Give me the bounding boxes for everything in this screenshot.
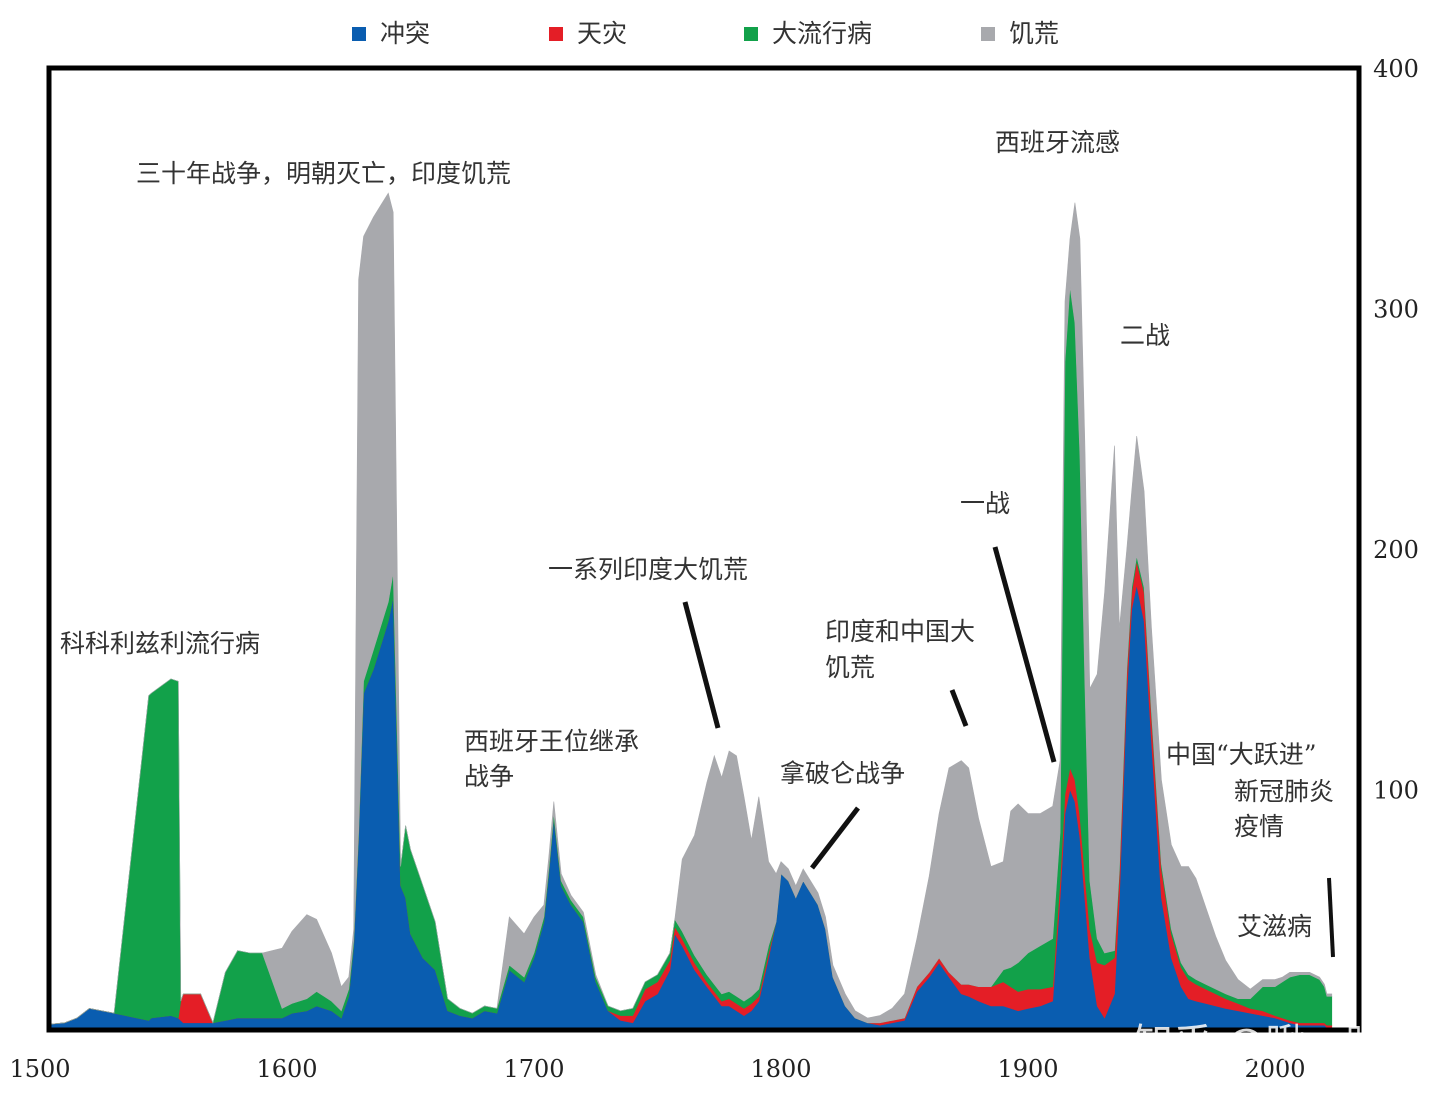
y-tick-label-1: 200: [1373, 536, 1419, 564]
y-tick-label-3: 400: [1373, 55, 1419, 83]
y-tick-label-2: 300: [1373, 296, 1419, 324]
annotation-great-leap-forward: 中国“大跃进”: [1166, 740, 1317, 769]
leader-line-indian-famines: [682, 601, 721, 729]
x-tick-label-1: 1600: [256, 1055, 317, 1083]
annotation-ww2: 二战: [1120, 321, 1170, 350]
plot-frame: [46, 65, 1362, 1033]
x-tick-label-0: 1500: [9, 1055, 70, 1083]
annotation-spanish-succession-line1: 西班牙王位继承: [464, 727, 639, 756]
annotation-cocoliztli: 科科利兹利流行病: [60, 629, 260, 658]
legend-swatch-0: [352, 27, 366, 41]
annotation-covid-line2: 疫情: [1234, 812, 1284, 841]
leader-line-napoleonic-wars: [810, 806, 860, 870]
leader-line-aids: [1327, 877, 1335, 958]
x-tick-label-3: 1800: [750, 1055, 811, 1083]
stacked-areas: [49, 192, 1333, 1030]
annotation-ww1: 一战: [960, 489, 1010, 518]
leader-line-india-china-famine: [949, 689, 969, 727]
x-tick-label-4: 1900: [997, 1055, 1058, 1083]
annotation-india-china-famine-line1: 印度和中国大: [825, 617, 975, 646]
legend: 冲突 天灾 大流行病 饥荒: [352, 19, 1059, 48]
watermark: 知乎 @瞅一眼: [1133, 1021, 1386, 1067]
legend-swatch-3: [981, 27, 995, 41]
annotation-india-china-famine-line2: 饥荒: [825, 653, 875, 682]
y-tick-label-0: 100: [1373, 777, 1419, 805]
annotation-spanish-succession-line2: 战争: [464, 762, 514, 791]
annotation-spanish-flu: 西班牙流感: [995, 128, 1120, 157]
x-tick-label-2: 1700: [503, 1055, 564, 1083]
annotation-aids: 艾滋病: [1237, 912, 1312, 941]
legend-label-2: 大流行病: [772, 19, 872, 48]
y-axis: 100 200 300 400: [1373, 55, 1419, 805]
annotations: 科科利兹利流行病 三十年战争，明朝灭亡，印度饥荒 西班牙王位继承 战争 一系列印…: [60, 128, 1335, 958]
annotation-indian-famines: 一系列印度大饥荒: [548, 555, 748, 584]
legend-swatch-1: [549, 27, 563, 41]
legend-label-0: 冲突: [380, 19, 430, 48]
x-tick-label-5: 2000: [1244, 1055, 1305, 1083]
leader-line-ww1: [992, 546, 1057, 763]
legend-label-3: 饥荒: [1009, 19, 1059, 48]
legend-swatch-2: [744, 27, 758, 41]
legend-label-1: 天灾: [577, 19, 627, 48]
annotation-thirty-years-war: 三十年战争，明朝灭亡，印度饥荒: [136, 159, 511, 188]
annotation-napoleonic-wars: 拿破仑战争: [780, 759, 905, 788]
annotation-covid-line1: 新冠肺炎: [1234, 777, 1334, 806]
area-series-3: [49, 192, 1333, 1025]
x-axis: 1500 1600 1700 1800 1900 2000: [9, 1055, 1305, 1083]
